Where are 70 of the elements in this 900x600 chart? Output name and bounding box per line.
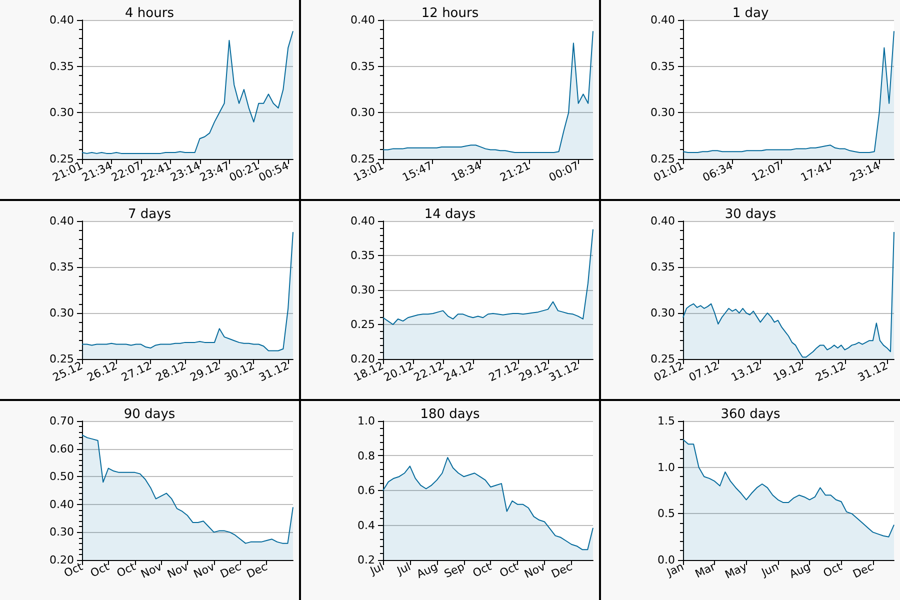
y-tick-label: 0.30 [350,284,375,296]
x-tick-label: Dec [850,560,876,581]
x-tick-label: Oct [821,560,845,580]
y-tick-label: 0.35 [350,249,375,262]
x-tick-label: Nov [138,560,164,581]
x-tick-label: Dec [218,560,243,581]
y-tick-label: 0.25 [650,352,675,366]
y-tick-label: 0.20 [50,554,74,566]
y-tick-label: 0.30 [50,526,74,539]
chart-title: 12 hours [421,6,479,21]
y-tick-label: 0.4 [358,518,375,532]
x-tick-label: Nov [192,560,218,581]
x-tick-label: Aug [787,560,812,581]
y-tick-label: 0.30 [650,106,675,120]
y-tick-label: 0.40 [350,14,375,26]
y-tick-label: 1.0 [658,460,675,474]
y-tick-label: 0.35 [350,60,375,73]
y-tick-label: 1.5 [658,414,675,428]
chart-title: 360 days [720,407,781,422]
y-tick-label: 0.25 [350,318,375,331]
y-tick-label: 0.25 [350,152,375,166]
x-tick-label: May [722,560,750,582]
x-tick-label: Jun [758,560,781,580]
chart-title: 180 days [420,407,480,422]
y-tick-label: 0.35 [50,260,74,274]
x-tick-label: Oct [470,560,494,580]
y-tick-label: 0.30 [50,106,74,120]
chart-title: 4 hours [125,6,174,21]
y-tick-label: 1.0 [358,414,375,428]
y-tick-label: 0.30 [50,306,74,320]
x-tick-label: Nov [522,560,548,581]
y-tick-label: 0.20 [350,352,375,366]
y-tick-label: 0.30 [650,306,675,320]
x-tick-label: Jul [394,560,413,578]
y-tick-label: 0.0 [658,554,675,566]
x-tick-label: Dec [549,560,574,581]
y-tick-label: 0.2 [358,554,375,566]
x-tick-label: Sep [442,560,467,581]
x-tick-label: Oct [498,560,521,580]
x-tick-label: Mar [693,560,718,581]
x-tick-label: Nov [165,560,191,581]
y-tick-label: 0.40 [50,498,74,511]
y-tick-label: 0.70 [50,414,74,428]
y-tick-label: 0.30 [350,106,375,120]
y-tick-label: 0.35 [650,60,675,73]
y-tick-label: 0.40 [650,214,675,228]
y-tick-label: 0.60 [50,442,74,456]
y-tick-label: 0.35 [650,260,675,274]
y-tick-label: 0.6 [358,484,375,497]
y-tick-label: 0.40 [50,14,74,26]
y-tick-label: 0.25 [50,352,74,366]
y-tick-label: 0.40 [650,14,675,26]
y-tick-label: 0.35 [50,60,74,73]
x-tick-label: Oct [88,560,112,580]
y-tick-label: 0.40 [50,214,74,228]
x-tick-label: 07.12 [686,359,721,384]
y-tick-label: 0.40 [350,214,375,228]
x-tick-label: Oct [114,560,138,580]
chart-title: 90 days [124,407,176,422]
y-tick-label: 0.5 [658,507,675,520]
chart-title: 14 days [424,207,476,222]
y-tick-label: 0.25 [650,152,675,166]
chart-title: 30 days [724,207,776,222]
x-tick-label: Dec [244,560,270,581]
y-tick-label: 0.50 [50,470,74,484]
y-tick-label: 0.8 [358,449,375,462]
y-tick-label: 0.25 [50,152,74,166]
chart-title: 1 day [732,6,769,21]
chart-title: 7 days [128,207,172,222]
x-tick-label: Aug [414,560,440,581]
